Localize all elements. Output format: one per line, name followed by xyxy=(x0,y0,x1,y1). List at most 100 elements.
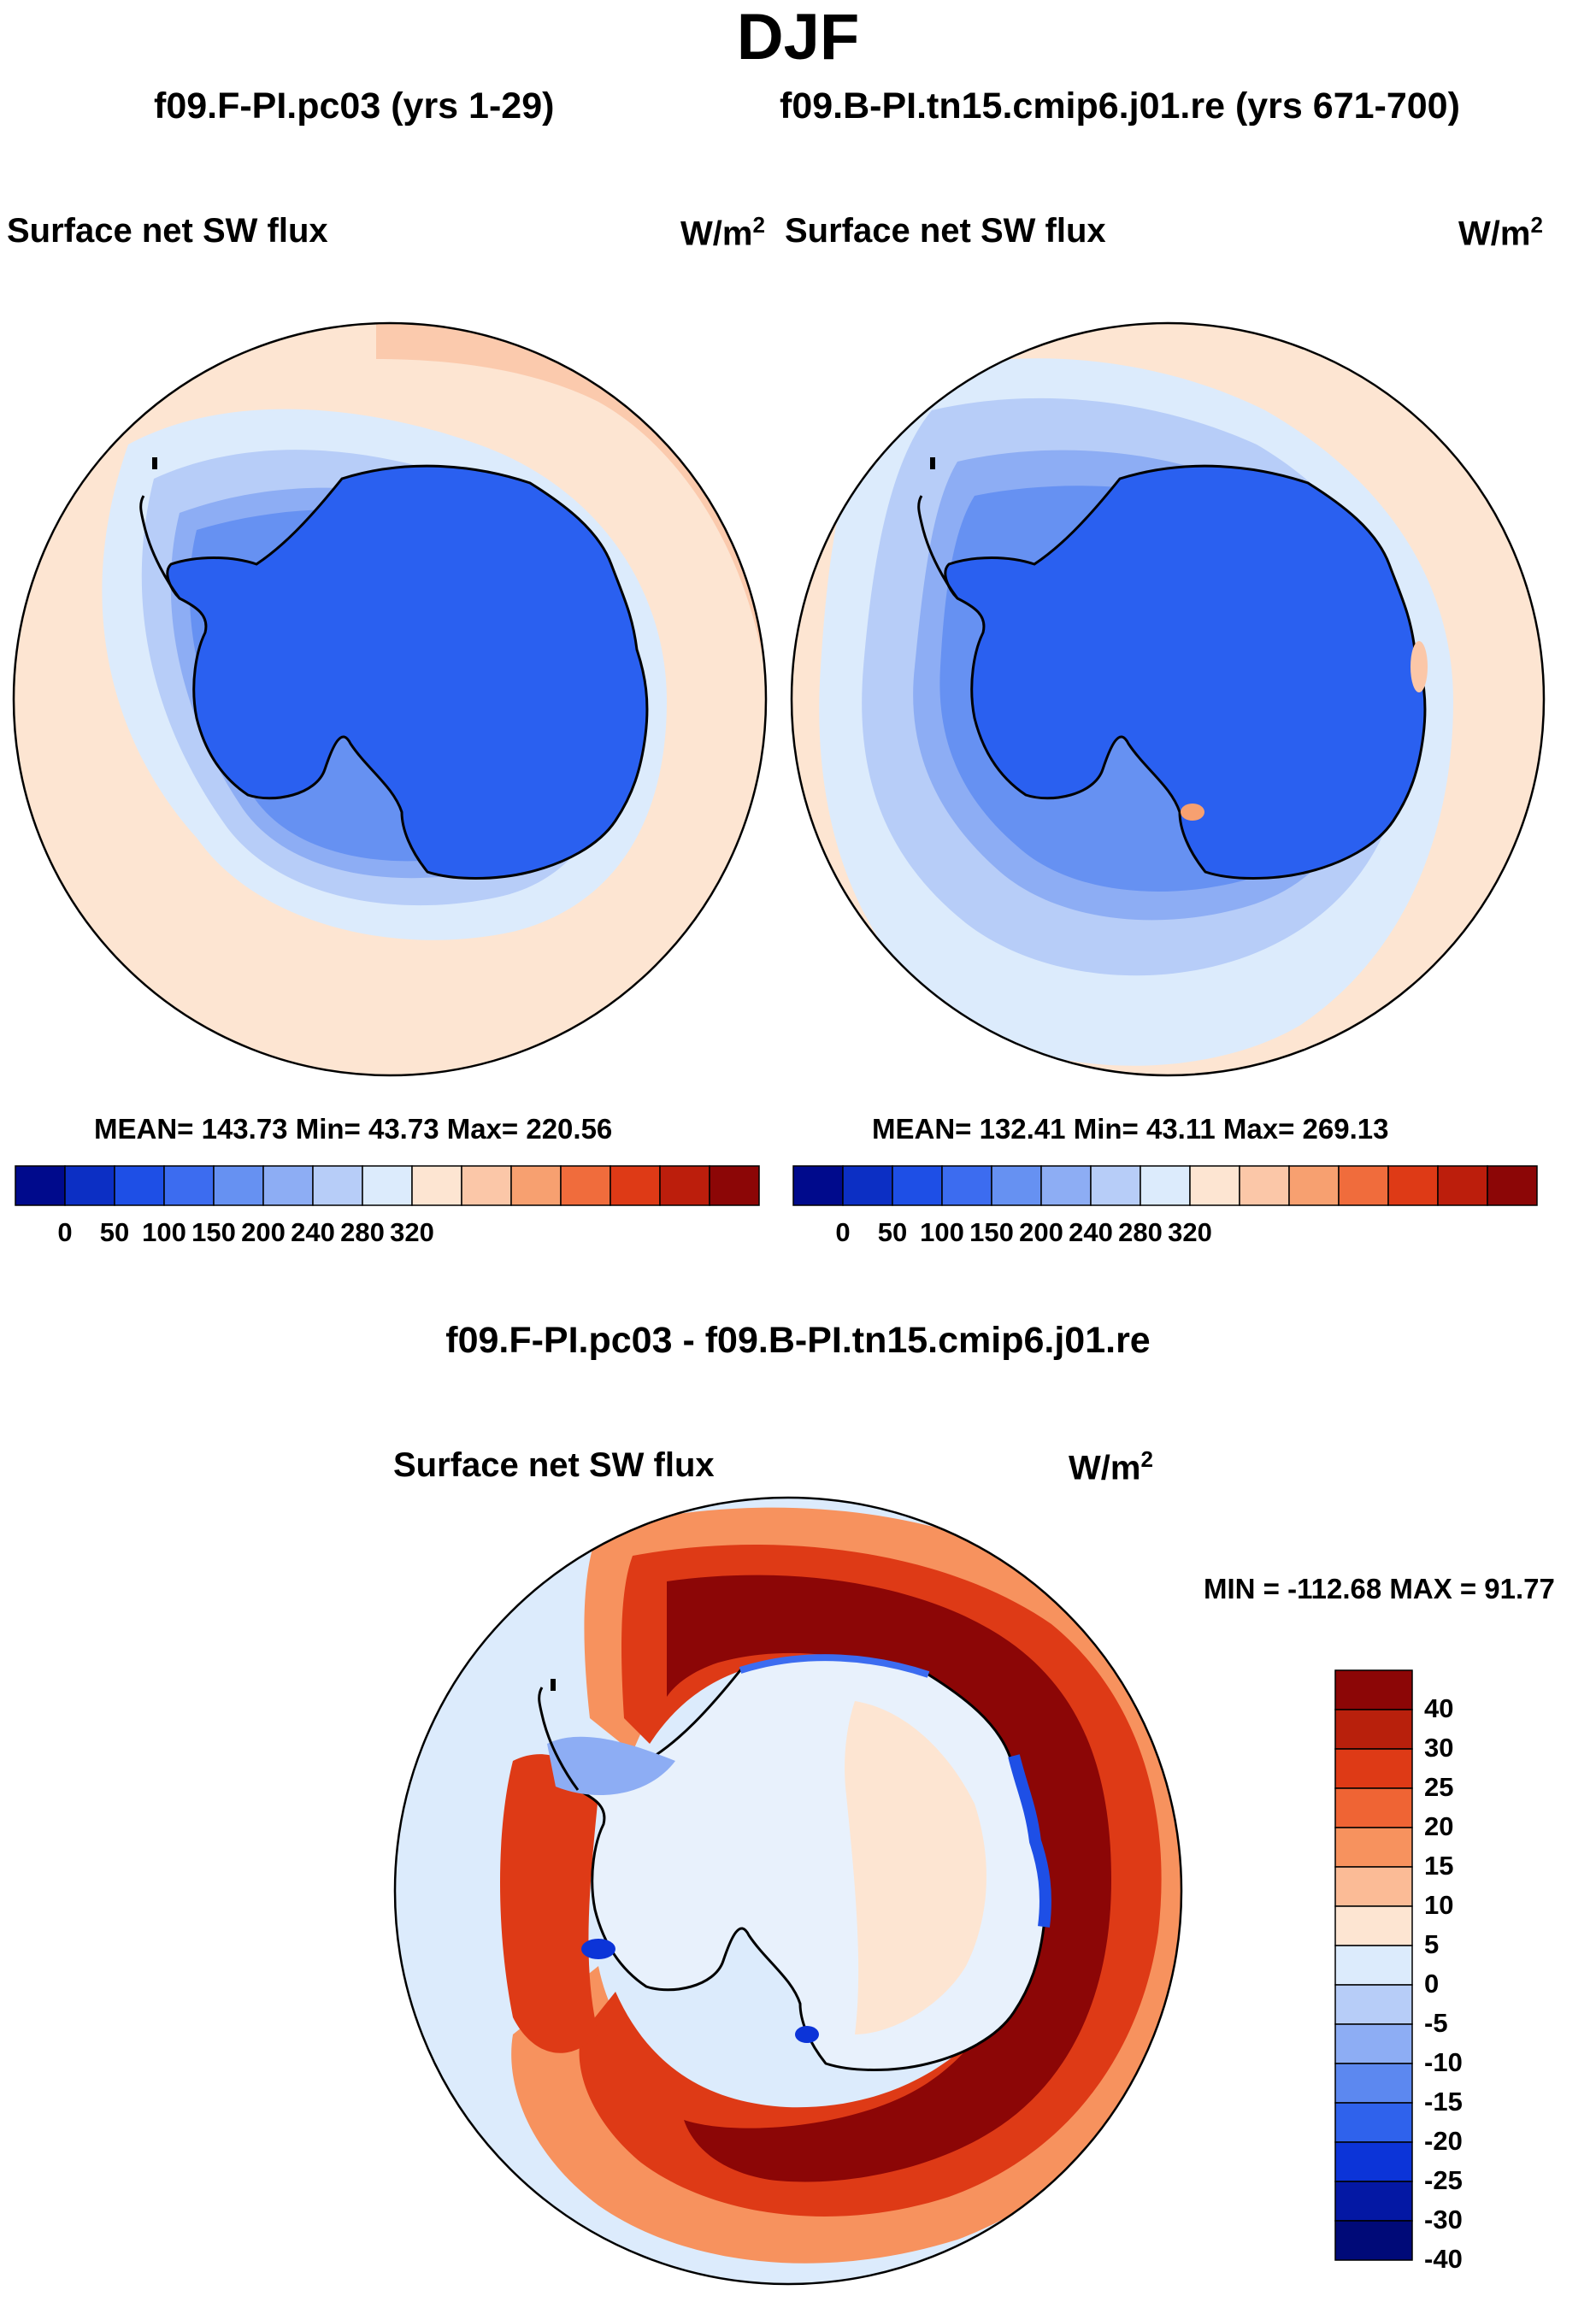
colorbar-tick-label: 320 xyxy=(390,1217,434,1247)
colorbar-swatch xyxy=(1239,1165,1290,1206)
colorbar-swatch xyxy=(1334,1827,1413,1868)
colorbar-tick-label: 10 xyxy=(1424,1890,1454,1920)
colorbar-tick-label: 280 xyxy=(340,1217,385,1247)
colorbar-tick-label: -40 xyxy=(1424,2244,1463,2274)
colorbar-swatch xyxy=(560,1165,611,1206)
colorbar-tick-label: 200 xyxy=(241,1217,286,1247)
colorbar-swatch xyxy=(1334,1709,1413,1750)
colorbar-tick-label: 0 xyxy=(1424,1969,1440,1999)
diff-blue-patch-nw xyxy=(547,1736,675,1795)
colorbar-swatch xyxy=(1334,1669,1413,1710)
left-map-border xyxy=(12,321,768,1077)
colorbar-swatch xyxy=(411,1165,462,1206)
colorbar-tick-label: 30 xyxy=(1424,1733,1454,1763)
colorbar-swatch xyxy=(1334,1984,1413,2025)
colorbar-swatch xyxy=(15,1165,66,1206)
colorbar-swatch xyxy=(510,1165,562,1206)
left-units-text: W/m xyxy=(680,215,753,253)
diff-small-island xyxy=(551,1679,556,1691)
colorbar-swatch xyxy=(1334,2220,1413,2261)
colorbar-tick-label: 50 xyxy=(99,1217,130,1247)
colorbar-swatch xyxy=(1334,1905,1413,1946)
right-warm-spot xyxy=(1181,804,1204,821)
diff-units-sup: 2 xyxy=(1140,1446,1153,1472)
right-small-island xyxy=(930,457,935,469)
left-small-island xyxy=(152,457,157,469)
diff-coastal-blue-east xyxy=(1008,1754,1051,1928)
colorbar-swatch xyxy=(1334,1748,1413,1789)
page-title: DJF xyxy=(736,1,860,74)
diff-title: f09.F-PI.pc03 - f09.B-PI.tn15.cmip6.j01.… xyxy=(445,1320,1151,1361)
diff-variable-label: Surface net SW flux xyxy=(393,1446,715,1484)
right-warm-edge xyxy=(1410,641,1428,692)
left-stats: MEAN= 143.73 Min= 43.73 Max= 220.56 xyxy=(94,1113,613,1145)
colorbar-tick-label: -15 xyxy=(1424,2087,1463,2117)
diff-warm-ring-core xyxy=(667,1575,1111,2182)
colorbar-swatch xyxy=(1338,1165,1389,1206)
colorbar-tick-label: 320 xyxy=(1168,1217,1212,1247)
colorbar-swatch xyxy=(461,1165,512,1206)
diff-blue-patch-west xyxy=(581,1939,615,1959)
colorbar-swatch xyxy=(114,1165,165,1206)
colorbar-tick-label: 0 xyxy=(57,1217,73,1247)
diff-coastal-blue-north xyxy=(739,1654,930,1678)
colorbar-tick-label: 200 xyxy=(1019,1217,1063,1247)
colorbar-swatch xyxy=(1334,2181,1413,2222)
colorbar-swatch xyxy=(312,1165,363,1206)
diff-blue-patch-south xyxy=(795,2026,819,2043)
colorbar-tick-label: 100 xyxy=(920,1217,964,1247)
colorbar-tick-label: 5 xyxy=(1424,1929,1440,1959)
colorbar-swatch xyxy=(262,1165,314,1206)
left-units-label: W/m2 xyxy=(680,212,765,253)
colorbar-swatch xyxy=(1140,1165,1191,1206)
colorbar-tick-label: -30 xyxy=(1424,2205,1463,2234)
colorbar-swatch xyxy=(991,1165,1042,1206)
colorbar-tick-label: -20 xyxy=(1424,2126,1463,2156)
right-case-title: f09.B-PI.tn15.cmip6.j01.re (yrs 671-700) xyxy=(780,85,1460,127)
colorbar-swatch xyxy=(1334,1945,1413,1986)
right-variable-label: Surface net SW flux xyxy=(785,212,1106,250)
right-stats: MEAN= 132.41 Min= 43.11 Max= 269.13 xyxy=(872,1113,1389,1145)
colorbar-swatch xyxy=(659,1165,710,1206)
colorbar-swatch xyxy=(1334,1787,1413,1828)
colorbar-swatch xyxy=(1334,2141,1413,2182)
colorbar-tick-label: -25 xyxy=(1424,2165,1463,2195)
colorbar-swatch xyxy=(1090,1165,1141,1206)
colorbar-tick-label: 40 xyxy=(1424,1693,1454,1723)
colorbar-swatch xyxy=(1487,1165,1538,1206)
right-units-label: W/m2 xyxy=(1458,212,1543,253)
colorbar-tick-label: 50 xyxy=(877,1217,908,1247)
colorbar-swatch xyxy=(1189,1165,1240,1206)
left-units-sup: 2 xyxy=(752,212,765,238)
diff-colorbar xyxy=(1334,1669,1413,2261)
right-units-text: W/m xyxy=(1458,215,1531,253)
colorbar-swatch xyxy=(709,1165,760,1206)
colorbar-swatch xyxy=(1334,2102,1413,2143)
colorbar-tick-label: -10 xyxy=(1424,2047,1463,2077)
diff-stats: MIN = -112.68 MAX = 91.77 xyxy=(1204,1573,1555,1604)
diff-units-label: W/m2 xyxy=(1069,1446,1153,1487)
colorbar-tick-label: 150 xyxy=(191,1217,236,1247)
right-units-sup: 2 xyxy=(1530,212,1543,238)
diff-west-warm-band xyxy=(500,1754,598,2053)
colorbar-tick-label: 0 xyxy=(835,1217,851,1247)
left-case-title: f09.F-PI.pc03 (yrs 1-29) xyxy=(154,85,555,127)
colorbar-swatch xyxy=(892,1165,943,1206)
colorbar-tick-label: -5 xyxy=(1424,2008,1448,2038)
colorbar-swatch xyxy=(1437,1165,1488,1206)
colorbar-tick-label: 240 xyxy=(1069,1217,1113,1247)
colorbar-swatch xyxy=(610,1165,661,1206)
left-colorbar xyxy=(15,1165,760,1206)
diff-antarctica-warm-interior xyxy=(845,1701,986,2034)
diff-units-text: W/m xyxy=(1069,1449,1141,1487)
right-peninsula xyxy=(917,495,959,599)
colorbar-swatch xyxy=(842,1165,893,1206)
left-variable-label: Surface net SW flux xyxy=(7,212,328,250)
right-map-border xyxy=(790,321,1546,1077)
colorbar-tick-label: 20 xyxy=(1424,1811,1454,1841)
colorbar-swatch xyxy=(213,1165,264,1206)
colorbar-tick-label: 240 xyxy=(291,1217,335,1247)
colorbar-tick-label: 280 xyxy=(1118,1217,1163,1247)
